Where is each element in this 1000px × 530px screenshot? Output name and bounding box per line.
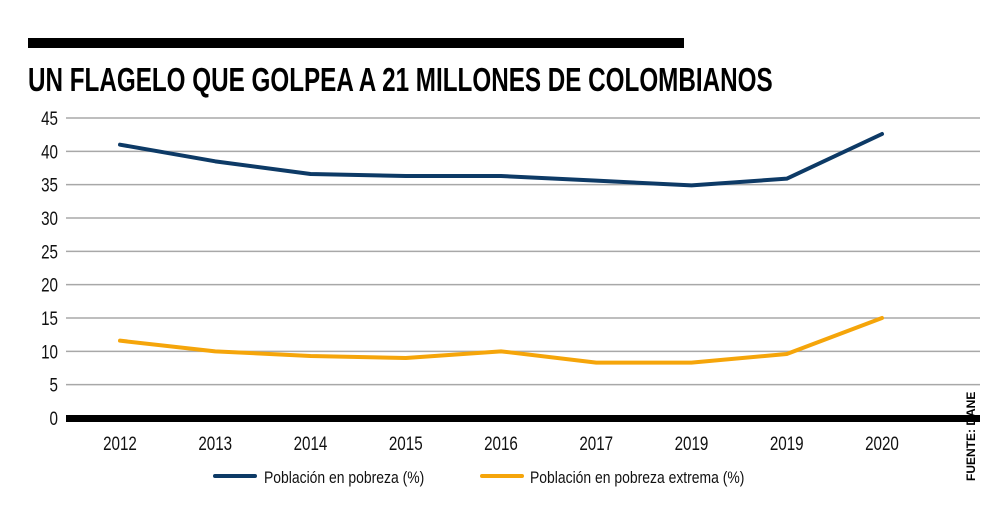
y-tick-label: 45 — [41, 107, 58, 129]
x-tick-label: 2013 — [198, 432, 232, 454]
source-note: FUENTE: DANE — [964, 392, 978, 481]
chart-title: UN FLAGELO QUE GOLPEA A 21 MILLONES DE C… — [28, 63, 773, 99]
title-bar — [28, 38, 684, 48]
legend: Población en pobreza (%) Población en po… — [213, 469, 744, 488]
legend-label-pobreza-extrema: Población en pobreza extrema (%) — [530, 469, 744, 488]
x-tick-label: 2014 — [294, 432, 328, 454]
y-tick-label: 30 — [41, 207, 58, 229]
x-tick-label: 2020 — [865, 432, 899, 454]
y-tick-label: 5 — [50, 374, 58, 396]
series-line-0 — [118, 132, 884, 188]
x-tick-label: 2017 — [579, 432, 613, 454]
legend-label-pobreza: Población en pobreza (%) — [264, 469, 424, 488]
x-tick-label: 2015 — [389, 432, 423, 454]
y-tick-label: 10 — [41, 341, 58, 363]
series-line-1 — [118, 316, 884, 365]
y-tick-label: 25 — [41, 241, 58, 263]
y-tick-label: 35 — [41, 174, 58, 196]
y-tick-label: 0 — [50, 407, 58, 429]
y-tick-label: 40 — [41, 141, 58, 163]
y-tick-label: 20 — [41, 274, 58, 296]
x-tick-label: 2016 — [484, 432, 518, 454]
y-tick-label: 15 — [41, 307, 58, 329]
x-tick-label: 2012 — [103, 432, 137, 454]
x-tick-label: 2019 — [675, 432, 709, 454]
x-tick-label: 2019 — [770, 432, 804, 454]
x-axis-line — [66, 415, 980, 422]
